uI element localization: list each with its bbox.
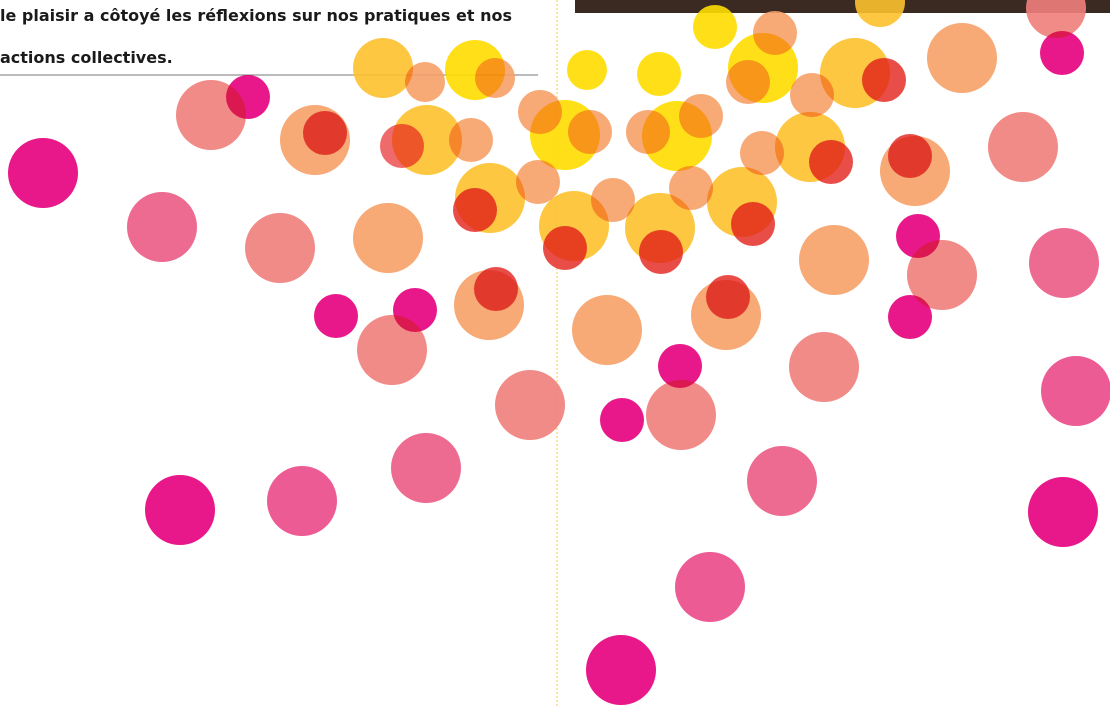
dot [226, 75, 270, 119]
dot [888, 134, 932, 178]
dot [314, 294, 358, 338]
dot [127, 192, 197, 262]
dot [475, 58, 515, 98]
paragraph-line: actions collectives. [0, 48, 173, 67]
dot [706, 275, 750, 319]
dot [726, 60, 770, 104]
dot [679, 94, 723, 138]
dot [675, 552, 745, 622]
dot [449, 118, 493, 162]
dot [809, 140, 853, 184]
dot [495, 370, 565, 440]
dot [405, 62, 445, 102]
dot [862, 58, 906, 102]
dot [568, 110, 612, 154]
dot [988, 112, 1058, 182]
dot [888, 295, 932, 339]
dot [586, 635, 656, 705]
dot [600, 398, 644, 442]
dot [453, 188, 497, 232]
dot [8, 138, 78, 208]
dot [353, 203, 423, 273]
dot [567, 50, 607, 90]
dot [474, 267, 518, 311]
dot [789, 332, 859, 402]
dot [1041, 356, 1110, 426]
dot [245, 213, 315, 283]
dots [8, 0, 1110, 705]
dot [626, 110, 670, 154]
dot [637, 52, 681, 96]
dot [731, 202, 775, 246]
dot [658, 344, 702, 388]
decoration [0, 0, 1110, 706]
dot [646, 380, 716, 450]
dot [1029, 228, 1099, 298]
dot [855, 0, 905, 27]
dot [927, 23, 997, 93]
dot [1028, 477, 1098, 547]
dot [572, 295, 642, 365]
dot [693, 5, 737, 49]
dot [1040, 31, 1084, 75]
dot [267, 466, 337, 536]
dot [799, 225, 869, 295]
dot [753, 11, 797, 55]
dot [303, 111, 347, 155]
dot [353, 38, 413, 98]
dot [391, 433, 461, 503]
dot [543, 226, 587, 270]
dot [393, 288, 437, 332]
dot [747, 446, 817, 516]
dot [639, 230, 683, 274]
page: {"paragraph": {"lines": ["le plaisir a c… [0, 0, 1110, 706]
paragraph-line: le plaisir a côtoyé les réflexions sur n… [0, 6, 512, 25]
dot [145, 475, 215, 545]
